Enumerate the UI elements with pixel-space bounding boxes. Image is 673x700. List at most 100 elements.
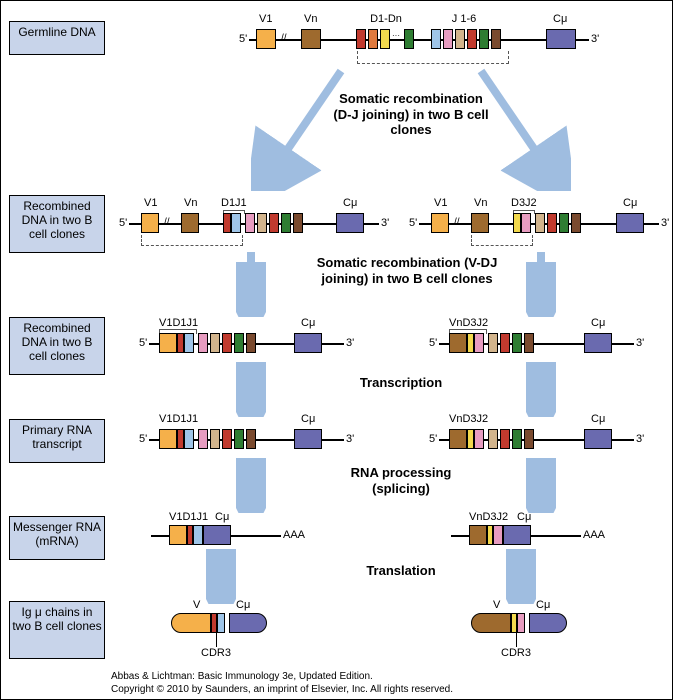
arrow-l2 [236, 247, 266, 317]
g2l-vn [181, 213, 199, 233]
l3l-v1d1j1: V1D1J1 [159, 317, 198, 329]
three-3r: 3' [636, 337, 644, 349]
prot-c-l [229, 613, 267, 633]
g2l-j4 [269, 213, 279, 233]
g2l-d1 [223, 213, 231, 233]
l5l-cmu: Cμ [215, 511, 229, 523]
l4r: VnD3J2 [449, 413, 488, 425]
gene-j6 [491, 29, 501, 49]
dna-line [249, 39, 589, 41]
l2r-v1: V1 [434, 197, 447, 209]
l2l-cmu: Cμ [343, 197, 357, 209]
step-vdj-joining: Somatic recombination (V-DJ joining) in … [307, 255, 507, 286]
gene-dn [404, 29, 414, 49]
l6l-cmu: Cμ [236, 599, 250, 611]
label-cmu: Cμ [553, 13, 567, 25]
g2l-j2 [245, 213, 255, 233]
g2l-j5 [281, 213, 291, 233]
aaa-r: AAA [583, 529, 605, 541]
g2r-cmu [616, 213, 644, 233]
gene-vn [301, 29, 321, 49]
cdr-tick-l [216, 633, 217, 647]
step-splicing: RNA processing (splicing) [321, 465, 481, 496]
dots: ··· [392, 31, 400, 40]
cdr3-r: CDR3 [501, 647, 531, 659]
gene-d2 [368, 29, 378, 49]
row-label-primary-rna: Primary RNA transcript [9, 419, 105, 463]
l5r-vdj: VnD3J2 [469, 511, 508, 523]
three-4l: 3' [346, 433, 354, 445]
g3l-j1 [184, 333, 194, 353]
l3r-vnd3j2: VnD3J2 [449, 317, 488, 329]
row-label-recombined-dj: Recombined DNA in two B cell clones [9, 195, 105, 253]
g2l-j6 [293, 213, 303, 233]
g3r-cmu [584, 333, 612, 353]
g2l-j3 [257, 213, 267, 233]
g2r-v1 [431, 213, 449, 233]
row-label-recombined-vdj: Recombined DNA in two B cell clones [9, 317, 105, 375]
three-4r: 3' [636, 433, 644, 445]
cdr3-l: CDR3 [201, 647, 231, 659]
l6l-v: V [193, 599, 200, 611]
cdr-tick-r [516, 633, 517, 647]
five-3l: 5' [139, 337, 147, 349]
l6r-cmu: Cμ [536, 599, 550, 611]
g2r-vn [471, 213, 489, 233]
arrow-l4 [236, 453, 266, 513]
footer-line2: Copyright © 2010 by Saunders, an imprint… [111, 684, 453, 695]
gene-d1 [356, 29, 366, 49]
g2r-j2 [521, 213, 531, 233]
l4l-cmu: Cμ [301, 413, 315, 425]
label-d-range: D1-Dn [361, 13, 411, 25]
gene-cmu [546, 29, 576, 49]
five-3r: 5' [429, 337, 437, 349]
step-transcription: Transcription [321, 375, 481, 391]
label-vn: Vn [304, 13, 317, 25]
g2r-j6 [571, 213, 581, 233]
gene-d3 [380, 29, 390, 49]
g2r-j3 [535, 213, 545, 233]
g3l-v1 [159, 333, 177, 353]
gene-v1 [256, 29, 276, 49]
l2l-d1j1: D1J1 [221, 197, 247, 209]
l5r-cmu: Cμ [517, 511, 531, 523]
g3r-d3 [467, 333, 474, 353]
step-translation: Translation [321, 563, 481, 579]
l3l-cmu: Cμ [301, 317, 315, 329]
step-dj-joining: Somatic recombination (D-J joining) in t… [331, 91, 491, 138]
arrow-left-dj [251, 61, 351, 191]
label-j-range: J 1-6 [439, 13, 489, 25]
five-prime-2r: 5' [409, 217, 417, 229]
prot-v-l [171, 613, 211, 633]
gap-slash: // [281, 33, 287, 44]
footer-line1: Abbas & Lichtman: Basic Immunology 3e, U… [111, 671, 373, 682]
three-prime-2r: 3' [661, 217, 669, 229]
label-v1: V1 [259, 13, 272, 25]
three-prime: 3' [591, 33, 599, 45]
prot-c-r [529, 613, 567, 633]
vdj-recombination-diagram: Germline DNA Recombined DNA in two B cel… [0, 0, 673, 700]
gene-j2 [443, 29, 453, 49]
g2r-j4 [547, 213, 557, 233]
arrow-l5 [206, 549, 236, 604]
l6r-v: V [493, 599, 500, 611]
g3l-cmu [294, 333, 322, 353]
five-prime: 5' [239, 33, 247, 45]
l4r-cmu: Cμ [591, 413, 605, 425]
l2l-v1: V1 [144, 197, 157, 209]
five-4l: 5' [139, 433, 147, 445]
l4l: V1D1J1 [159, 413, 198, 425]
gene-j3 [455, 29, 465, 49]
l2r-d3j2: D3J2 [511, 197, 537, 209]
l5l-vdj: V1D1J1 [169, 511, 208, 523]
arrow-r3 [526, 357, 556, 417]
g3r-vn [449, 333, 467, 353]
g2r-d3 [513, 213, 521, 233]
gene-j1 [431, 29, 441, 49]
g2r-j5 [559, 213, 569, 233]
l3r-cmu: Cμ [591, 317, 605, 329]
prot-v-r [471, 613, 511, 633]
g3r-j2 [474, 333, 484, 353]
five-prime-2l: 5' [119, 217, 127, 229]
aaa-l: AAA [283, 529, 305, 541]
